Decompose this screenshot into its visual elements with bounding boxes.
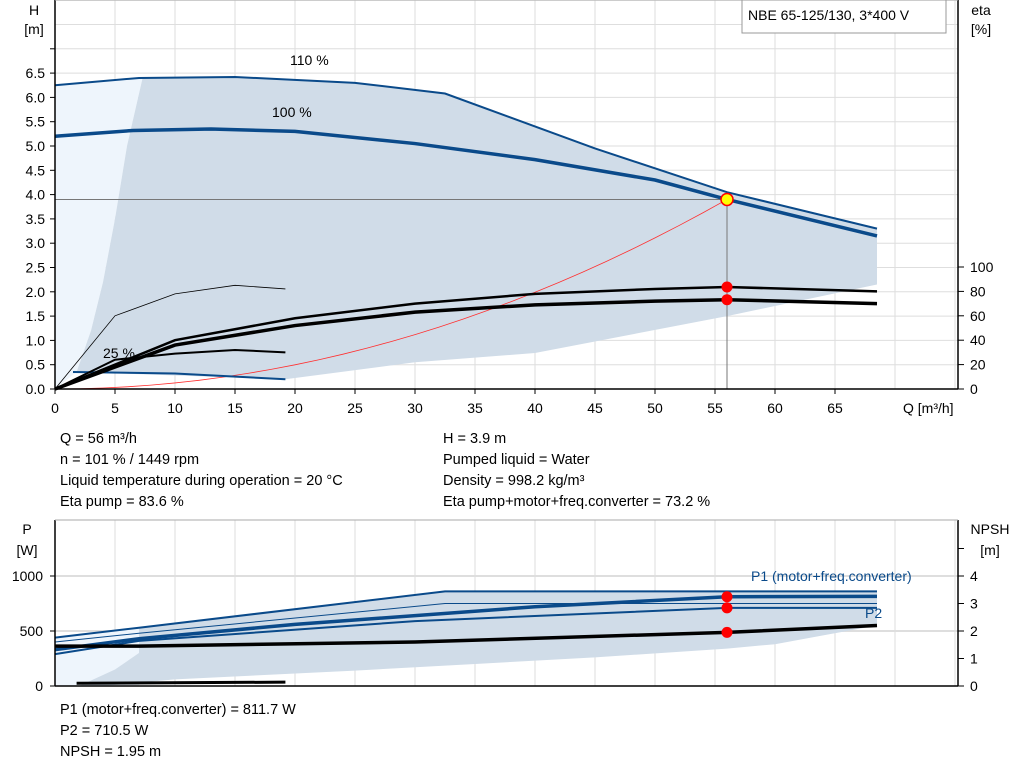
info-speed: n = 101 % / 1449 rpm (60, 452, 200, 468)
light-region (55, 77, 143, 390)
eta-tick-label: 80 (970, 283, 986, 299)
y-tick-label: 1.5 (26, 308, 46, 324)
p-tick-label: 0 (35, 678, 43, 694)
npsh-tick-label: 2 (970, 623, 978, 639)
curve-0 (54, 75, 878, 230)
title-box (741, 0, 947, 34)
x-tick-label: 35 (467, 400, 483, 416)
y-tick-label: 3.0 (26, 235, 46, 251)
y-tick-label: 4.5 (26, 162, 46, 178)
p-axis-unit: [W] (17, 542, 38, 558)
power-curve-5 (76, 680, 286, 685)
power-curve-2 (54, 594, 878, 652)
x-tick-label: 20 (287, 400, 303, 416)
info-p1: P1 (motor+freq.converter) = 811.7 W (60, 702, 296, 718)
eta-axis-label: eta (971, 2, 991, 18)
p2-label: P2 (865, 605, 882, 621)
curve-1 (54, 127, 878, 238)
duty-point (720, 192, 734, 207)
info-flow: Q = 56 m³/h (60, 431, 137, 447)
info-eta-pump: Eta pump = 83.6 % (60, 494, 184, 510)
p-tick-label: 1000 (12, 568, 43, 584)
info-top-left: Q = 56 m³/h n = 101 % / 1449 rpm Liquid … (60, 431, 343, 515)
x-tick-label: 40 (527, 400, 543, 416)
npsh-tick-label: 0 (970, 678, 978, 694)
y-axis-label: H (29, 2, 39, 18)
info-temperature: Liquid temperature during operation = 20… (60, 473, 343, 489)
p2-dot (721, 602, 733, 614)
x-axis-label: Q [m³/h] (903, 400, 954, 416)
info-liquid: Pumped liquid = Water (443, 452, 590, 468)
curve-6 (54, 348, 286, 390)
y-tick-label: 2.0 (26, 284, 46, 300)
p-tick-label: 500 (20, 623, 44, 639)
x-tick-label: 50 (647, 400, 663, 416)
info-bottom: P1 (motor+freq.converter) = 811.7 W P2 =… (60, 702, 296, 765)
curve-2 (72, 370, 286, 381)
x-tick-label: 25 (347, 400, 363, 416)
y-tick-label: 3.5 (26, 211, 46, 227)
y-tick-label: 0.5 (26, 357, 46, 373)
info-head: H = 3.9 m (443, 431, 507, 447)
x-tick-label: 10 (167, 400, 183, 416)
power-curve-0 (54, 590, 877, 639)
curve-3 (54, 285, 878, 391)
eta-tick-label: 100 (970, 259, 994, 275)
operating-region (76, 76, 878, 380)
y-tick-label: 5.5 (26, 114, 46, 130)
curve-5 (54, 284, 286, 390)
eta-tick-label: 40 (970, 332, 986, 348)
npsh-axis-unit: [m] (980, 542, 999, 558)
y-tick-label: 6.0 (26, 89, 46, 105)
x-tick-label: 5 (111, 400, 119, 416)
x-tick-label: 55 (707, 400, 723, 416)
x-tick-label: 30 (407, 400, 423, 416)
curve-4 (54, 297, 878, 391)
eta-tick-label: 0 (970, 381, 978, 397)
npsh-dot (721, 626, 733, 638)
x-tick-label: 15 (227, 400, 243, 416)
info-p2: P2 = 710.5 W (60, 723, 149, 739)
x-tick-label: 65 (827, 400, 843, 416)
y-tick-label: 0.0 (26, 381, 46, 397)
power-curve-4 (55, 623, 878, 648)
y-axis-unit: [m] (24, 21, 43, 37)
eta-pump-dot (721, 281, 733, 293)
info-eta-total: Eta pump+motor+freq.converter = 73.2 % (443, 494, 711, 510)
y-tick-label: 5.0 (26, 138, 46, 154)
y-tick-label: 1.0 (26, 332, 46, 348)
npsh-axis-label: NPSH (971, 521, 1010, 537)
eta-axis-unit: [%] (971, 21, 991, 37)
npsh-tick-label: 1 (970, 651, 978, 667)
curve-label: 25 % (103, 345, 135, 361)
info-top-right: H = 3.9 m Pumped liquid = Water Density … (443, 431, 710, 515)
curve-label: 110 % (290, 52, 329, 68)
p1-dot (721, 591, 733, 603)
info-npsh: NPSH = 1.95 m (60, 744, 162, 760)
title: NBE 65-125/130, 3*400 V (748, 7, 910, 23)
x-tick-label: 60 (767, 400, 783, 416)
p1-label: P1 (motor+freq.converter) (751, 568, 912, 584)
y-tick-label: 2.5 (26, 260, 46, 276)
info-density: Density = 998.2 kg/m³ (443, 473, 585, 489)
y-tick-label: 4.0 (26, 187, 46, 203)
eta-tick-label: 20 (970, 357, 986, 373)
p-axis-label: P (22, 521, 31, 537)
x-tick-label: 45 (587, 400, 603, 416)
power-curve-1 (54, 603, 877, 643)
eta-tick-label: 60 (970, 308, 986, 324)
curve-label: 100 % (272, 104, 312, 120)
y-tick-label: 6.5 (26, 65, 46, 81)
x-tick-label: 0 (51, 400, 59, 416)
system-curve (54, 199, 728, 390)
npsh-tick-label: 4 (970, 568, 978, 584)
npsh-tick-label: 3 (970, 596, 978, 612)
eta-total-dot (721, 294, 733, 306)
